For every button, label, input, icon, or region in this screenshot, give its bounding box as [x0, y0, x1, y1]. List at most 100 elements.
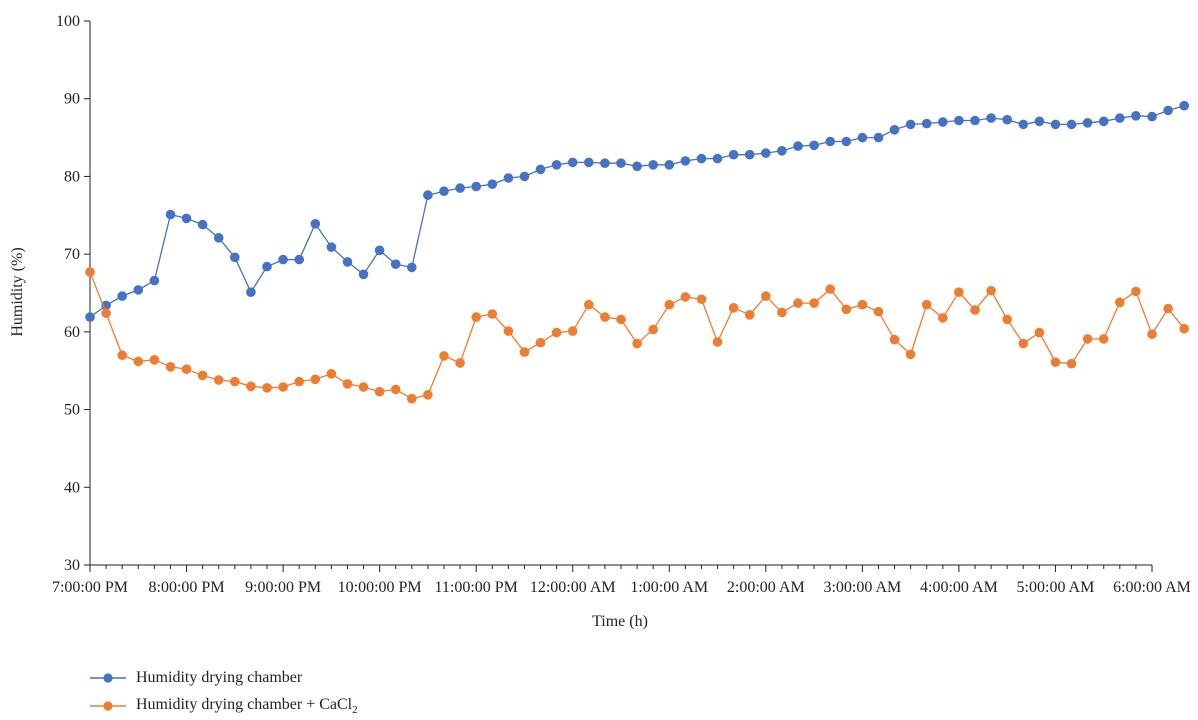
series-2-point [954, 287, 964, 298]
series-2-point [423, 390, 433, 400]
series-1-point [905, 119, 916, 130]
y-tick-label: 80 [64, 168, 80, 185]
legend: Humidity drying chamber Humidity drying … [90, 664, 358, 720]
legend-item-series-2: Humidity drying chamber + CaCl2 [90, 692, 358, 720]
series-2-point [744, 310, 755, 320]
series-1-point [600, 158, 610, 168]
series-2-point [342, 379, 353, 389]
y-tick-label: 70 [64, 246, 80, 263]
series-2-point [326, 369, 337, 379]
series-1-point [728, 149, 739, 160]
x-tick-label: 3:00:00 AM [823, 579, 901, 596]
series-1-point [230, 252, 240, 263]
series-2-point [213, 375, 224, 385]
x-tick-label: 1:00:00 AM [630, 579, 708, 596]
series-1-point [149, 275, 160, 286]
series-1-point [616, 158, 626, 168]
series-2-point [857, 299, 868, 310]
x-axis: 7:00:00 PM 8:00:00 PM 9:00:00 PM 10:00:00 P… [52, 564, 1191, 596]
x-tick-label: 4:00:00 AM [920, 579, 998, 596]
legend-item-series-1: Humidity drying chamber [90, 664, 358, 692]
series-1-point [165, 209, 176, 220]
series-1-point [374, 245, 385, 256]
series-2-point [567, 326, 578, 336]
series-2-point [1082, 334, 1093, 344]
series-2-point [246, 381, 256, 392]
series-1-point [390, 259, 401, 270]
series-2-point [921, 299, 932, 310]
series-2-point [761, 291, 771, 301]
series-1-point [439, 186, 449, 196]
series-1-line [89, 105, 1185, 318]
series-1-point [117, 291, 127, 301]
series-2-point [1018, 338, 1029, 349]
series-2-point [262, 383, 272, 393]
series-1-point [455, 183, 465, 193]
series-2-point [1179, 323, 1189, 334]
y-tick-label: 30 [64, 557, 80, 574]
series-2-point [310, 374, 321, 385]
series-1-point [744, 149, 755, 160]
y-tick-label: 60 [64, 324, 80, 341]
series-1-point [841, 136, 852, 147]
series-1-point [85, 312, 95, 322]
x-tick-label: 5:00:00 AM [1017, 579, 1095, 596]
x-tick-label: 2:00:00 AM [727, 579, 805, 596]
series-2-point [986, 285, 996, 296]
series-1-point [1147, 111, 1157, 122]
series-2-point [181, 364, 192, 375]
y-tick-label: 40 [64, 479, 80, 496]
series-1-point [1034, 116, 1045, 127]
y-tick-label: 90 [64, 91, 80, 108]
series-1-point [1066, 119, 1077, 130]
series-1-point [471, 181, 482, 192]
series-2-point [117, 350, 127, 361]
legend-label-series-2-subscript: 2 [352, 704, 358, 717]
y-tick-label: 100 [56, 13, 80, 30]
series-1-point [584, 157, 594, 168]
series-2-point [648, 324, 658, 335]
x-tick-label: 8:00:00 PM [149, 579, 225, 596]
series-2-point [680, 292, 691, 302]
series-2-point [85, 267, 95, 277]
series-2-point [889, 334, 900, 345]
series-1-point [954, 115, 964, 126]
series-1-point [825, 136, 835, 147]
series-2-point [503, 326, 514, 336]
series-2-point [696, 294, 707, 305]
series-2-point [938, 313, 948, 323]
series-2-point [1098, 334, 1109, 344]
series-1-point [857, 132, 868, 143]
x-tick-label: 12:00:00 AM [530, 579, 616, 596]
series-2-point [1002, 314, 1012, 325]
series-2-point [1147, 329, 1157, 340]
y-tick-label: 50 [64, 402, 80, 419]
series-1-point [181, 213, 192, 224]
series-2-point [358, 382, 369, 392]
legend-marker-series-2 [90, 701, 126, 711]
series-1-point [777, 146, 787, 156]
x-tick-label: 7:00:00 PM [52, 579, 128, 596]
series-2-point [471, 312, 482, 322]
series-1-point [246, 287, 256, 298]
series-1-point [680, 156, 691, 166]
series-2-point [970, 305, 980, 315]
legend-label-series-1: Humidity drying chamber [136, 669, 303, 686]
x-tick-label: 10:00:00 PM [338, 579, 422, 596]
series-2-point [1115, 297, 1125, 308]
series-1-point [1018, 119, 1029, 130]
series-2-point [535, 337, 546, 348]
series-2-point [294, 376, 305, 387]
series-2-point [439, 351, 449, 361]
series-1-point [487, 179, 498, 189]
series-1-point [503, 173, 514, 183]
series-2-point [825, 284, 835, 294]
series-2-point [101, 308, 111, 319]
series-2-point [1034, 327, 1045, 338]
series-2-point [1066, 358, 1077, 369]
series-2-point [551, 327, 562, 338]
series-1-point [1050, 119, 1061, 130]
series-2-point [1131, 286, 1141, 297]
series-1-point [921, 118, 932, 129]
series-1-point [310, 219, 321, 229]
